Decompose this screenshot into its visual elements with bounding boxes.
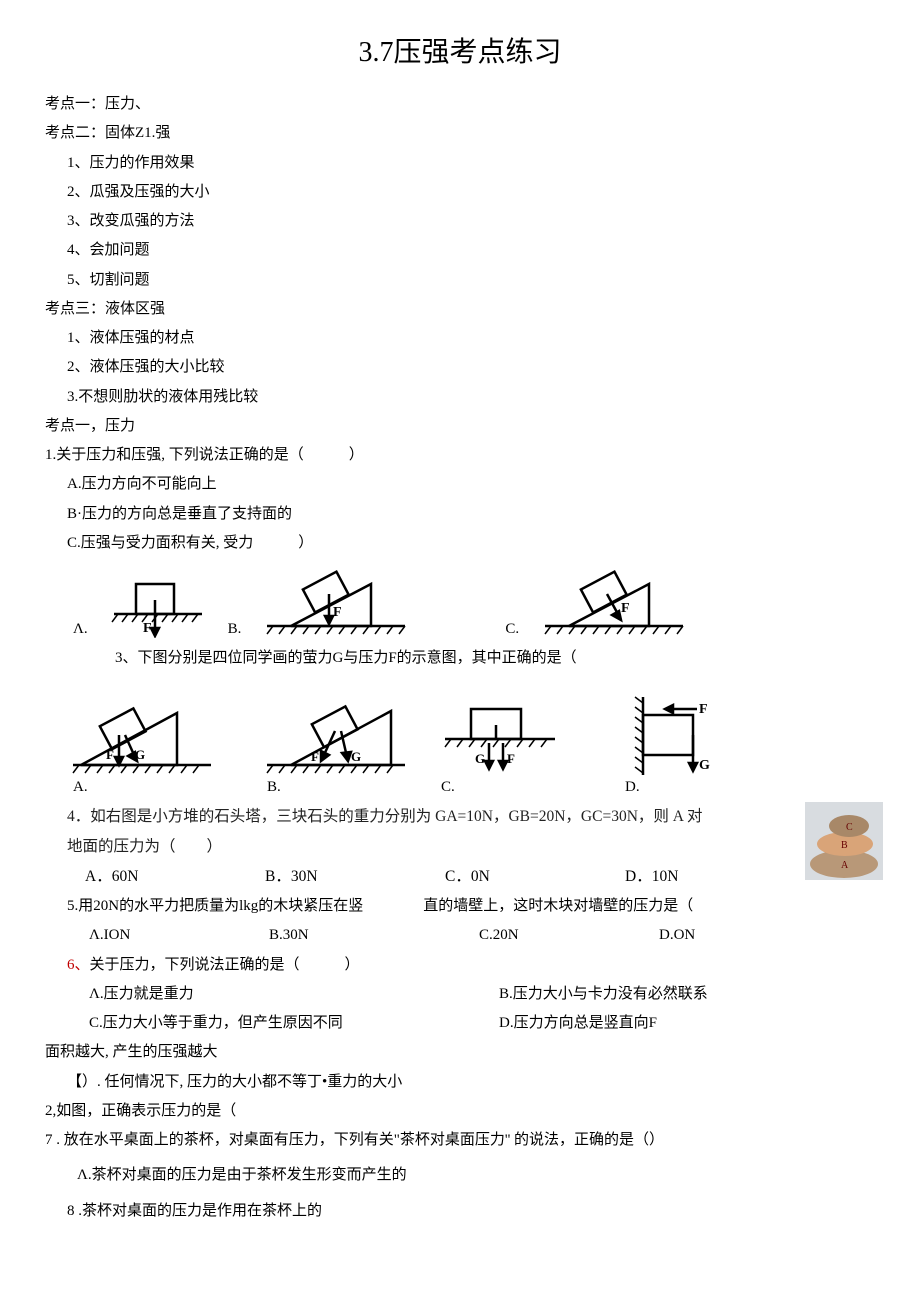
q1-opt-b: B·压力的方向总是垂直了支持面的	[45, 500, 875, 529]
q3-opt-c: C.	[435, 779, 565, 796]
topic-2-5: 5、切割问题	[45, 266, 875, 295]
topic-2-2: 2、瓜强及压强的大小	[45, 178, 875, 207]
q5-opt-b: B.30N	[269, 921, 479, 950]
rock-tower-image: C B A	[805, 802, 883, 880]
svg-text:F: F	[699, 702, 708, 717]
extra-line-1: 面积越大, 产生的压强越大	[45, 1038, 875, 1067]
q1-opt-c: C.压强与受力面积有关, 受力 ）	[45, 529, 875, 558]
svg-text:G: G	[351, 749, 361, 764]
q6: 6、关于压力，下列说法正确的是（ ）	[45, 951, 875, 980]
topic-2: 考点二：固体Z1.强	[45, 119, 875, 148]
topic-2-3: 3、改变瓜强的方法	[45, 207, 875, 236]
topic-1: 考点一：压力、	[45, 90, 875, 119]
diagram-2c: F	[539, 566, 689, 638]
diagram-3a: F G	[67, 699, 217, 779]
svg-text:F: F	[106, 747, 114, 762]
page-title: 3.7压强考点练习	[45, 30, 875, 70]
q3-opt-d: D.	[619, 779, 739, 796]
q3: 3、下图分别是四位同学画的萤力G与压力F的示意图，其中正确的是（	[45, 644, 875, 673]
q1-opt-a: A.压力方向不可能向上	[45, 470, 875, 499]
extra-line-2: 【）. 任何情况下, 压力的大小都不等丁•重力的大小	[45, 1068, 875, 1097]
opt-b-label: B.	[222, 621, 248, 638]
topic-3-1: 1、液体压强的材点	[45, 324, 875, 353]
topic-3-2: 2、液体压强的大小比较	[45, 353, 875, 382]
q6-opt-d: D.压力方向总是竖直向F	[499, 1009, 657, 1038]
svg-text:G: G	[699, 758, 710, 773]
q7: 7 . 放在水平桌面上的茶杯，对桌面有压力，下列有关"茶杯对桌面压力'' 的说法…	[45, 1126, 875, 1155]
q4-line1: 4．如右图是小方堆的石头塔，三块石头的重力分别为 GA=10N，GB=20N，G…	[45, 802, 805, 832]
svg-text:F: F	[621, 601, 630, 616]
q6-opt-a: Λ.压力就是重力	[89, 980, 499, 1009]
q6-text: 关于压力，下列说法正确的是（ ）	[90, 957, 360, 973]
q6-number: 6、	[67, 957, 90, 973]
row-3-diagrams: F G A. F G B.	[67, 693, 875, 796]
svg-text:F: F	[143, 621, 152, 636]
q5-opt-c: C.20N	[479, 921, 659, 950]
topic-2-1: 1、压力的作用效果	[45, 149, 875, 178]
q5-right: 直的墙壁上，这时木块对墙壁的压力是（	[423, 892, 693, 921]
q6-opt-b: B.压力大小与卡力没有必然联系	[499, 980, 708, 1009]
q5-options: Λ.ION B.30N C.20N D.ON	[45, 921, 875, 950]
q4-opt-a: A．60N	[85, 862, 265, 892]
diagram-3b: F G	[261, 699, 411, 779]
svg-text:A: A	[841, 860, 849, 871]
q3-opt-a: A.	[67, 779, 217, 796]
svg-text:F: F	[333, 605, 342, 620]
diagram-2a: F	[108, 576, 208, 638]
diagram-3d: F G	[619, 693, 739, 779]
q4-options: A．60N B．30N C．0N D．10N	[45, 862, 805, 892]
q5: 5.用20N的水平力把质量为lkg的木块紧压在竖 直的墙壁上，这时木块对墙壁的压…	[45, 892, 875, 921]
diagram-3c: G F	[435, 699, 565, 779]
q5-opt-a: Λ.ION	[89, 921, 269, 950]
svg-text:F: F	[311, 749, 319, 764]
q6-row1: Λ.压力就是重力 B.压力大小与卡力没有必然联系	[45, 980, 875, 1009]
svg-text:F: F	[507, 751, 515, 766]
svg-text:C: C	[846, 822, 853, 833]
topic-1-repeat: 考点一，压力	[45, 412, 875, 441]
topic-3-3: 3.不想则肋状的液体用残比较	[45, 383, 875, 412]
q6-row2: C.压力大小等于重力，但产生原因不同 D.压力方向总是竖直向F	[45, 1009, 875, 1038]
q4-opt-d: D．10N	[625, 862, 805, 892]
opt-a-label: Λ.	[67, 621, 94, 638]
q4-opt-b: B．30N	[265, 862, 445, 892]
svg-text:G: G	[135, 747, 145, 762]
svg-text:B: B	[841, 840, 848, 851]
q8: 8 .茶杯对桌面的压力是作用在茶杯上的	[45, 1197, 875, 1226]
diagram-2b: F	[261, 566, 411, 638]
q4-opt-c: C．0N	[445, 862, 625, 892]
q1: 1.关于压力和压强, 下列说法正确的是（ ）	[45, 441, 875, 470]
q5-left: 5.用20N的水平力把质量为lkg的木块紧压在竖	[67, 892, 363, 921]
svg-text:G: G	[475, 751, 485, 766]
q7-opt-a: Λ.茶杯对桌面的压力是由于茶杯发生形变而产生的	[45, 1161, 875, 1190]
q2-line: 2,如图，正确表示压力的是（	[45, 1097, 875, 1126]
q3-opt-b: B.	[261, 779, 411, 796]
q4-line2: 地面的压力为（ ）	[45, 832, 805, 862]
row-2-diagrams: Λ. F B. F C. F	[67, 566, 875, 638]
topic-3: 考点三：液体区强	[45, 295, 875, 324]
q5-opt-d: D.ON	[659, 921, 695, 950]
topic-2-4: 4、会加问题	[45, 236, 875, 265]
q6-opt-c: C.压力大小等于重力，但产生原因不同	[89, 1009, 499, 1038]
opt-c-label: C.	[499, 621, 525, 638]
